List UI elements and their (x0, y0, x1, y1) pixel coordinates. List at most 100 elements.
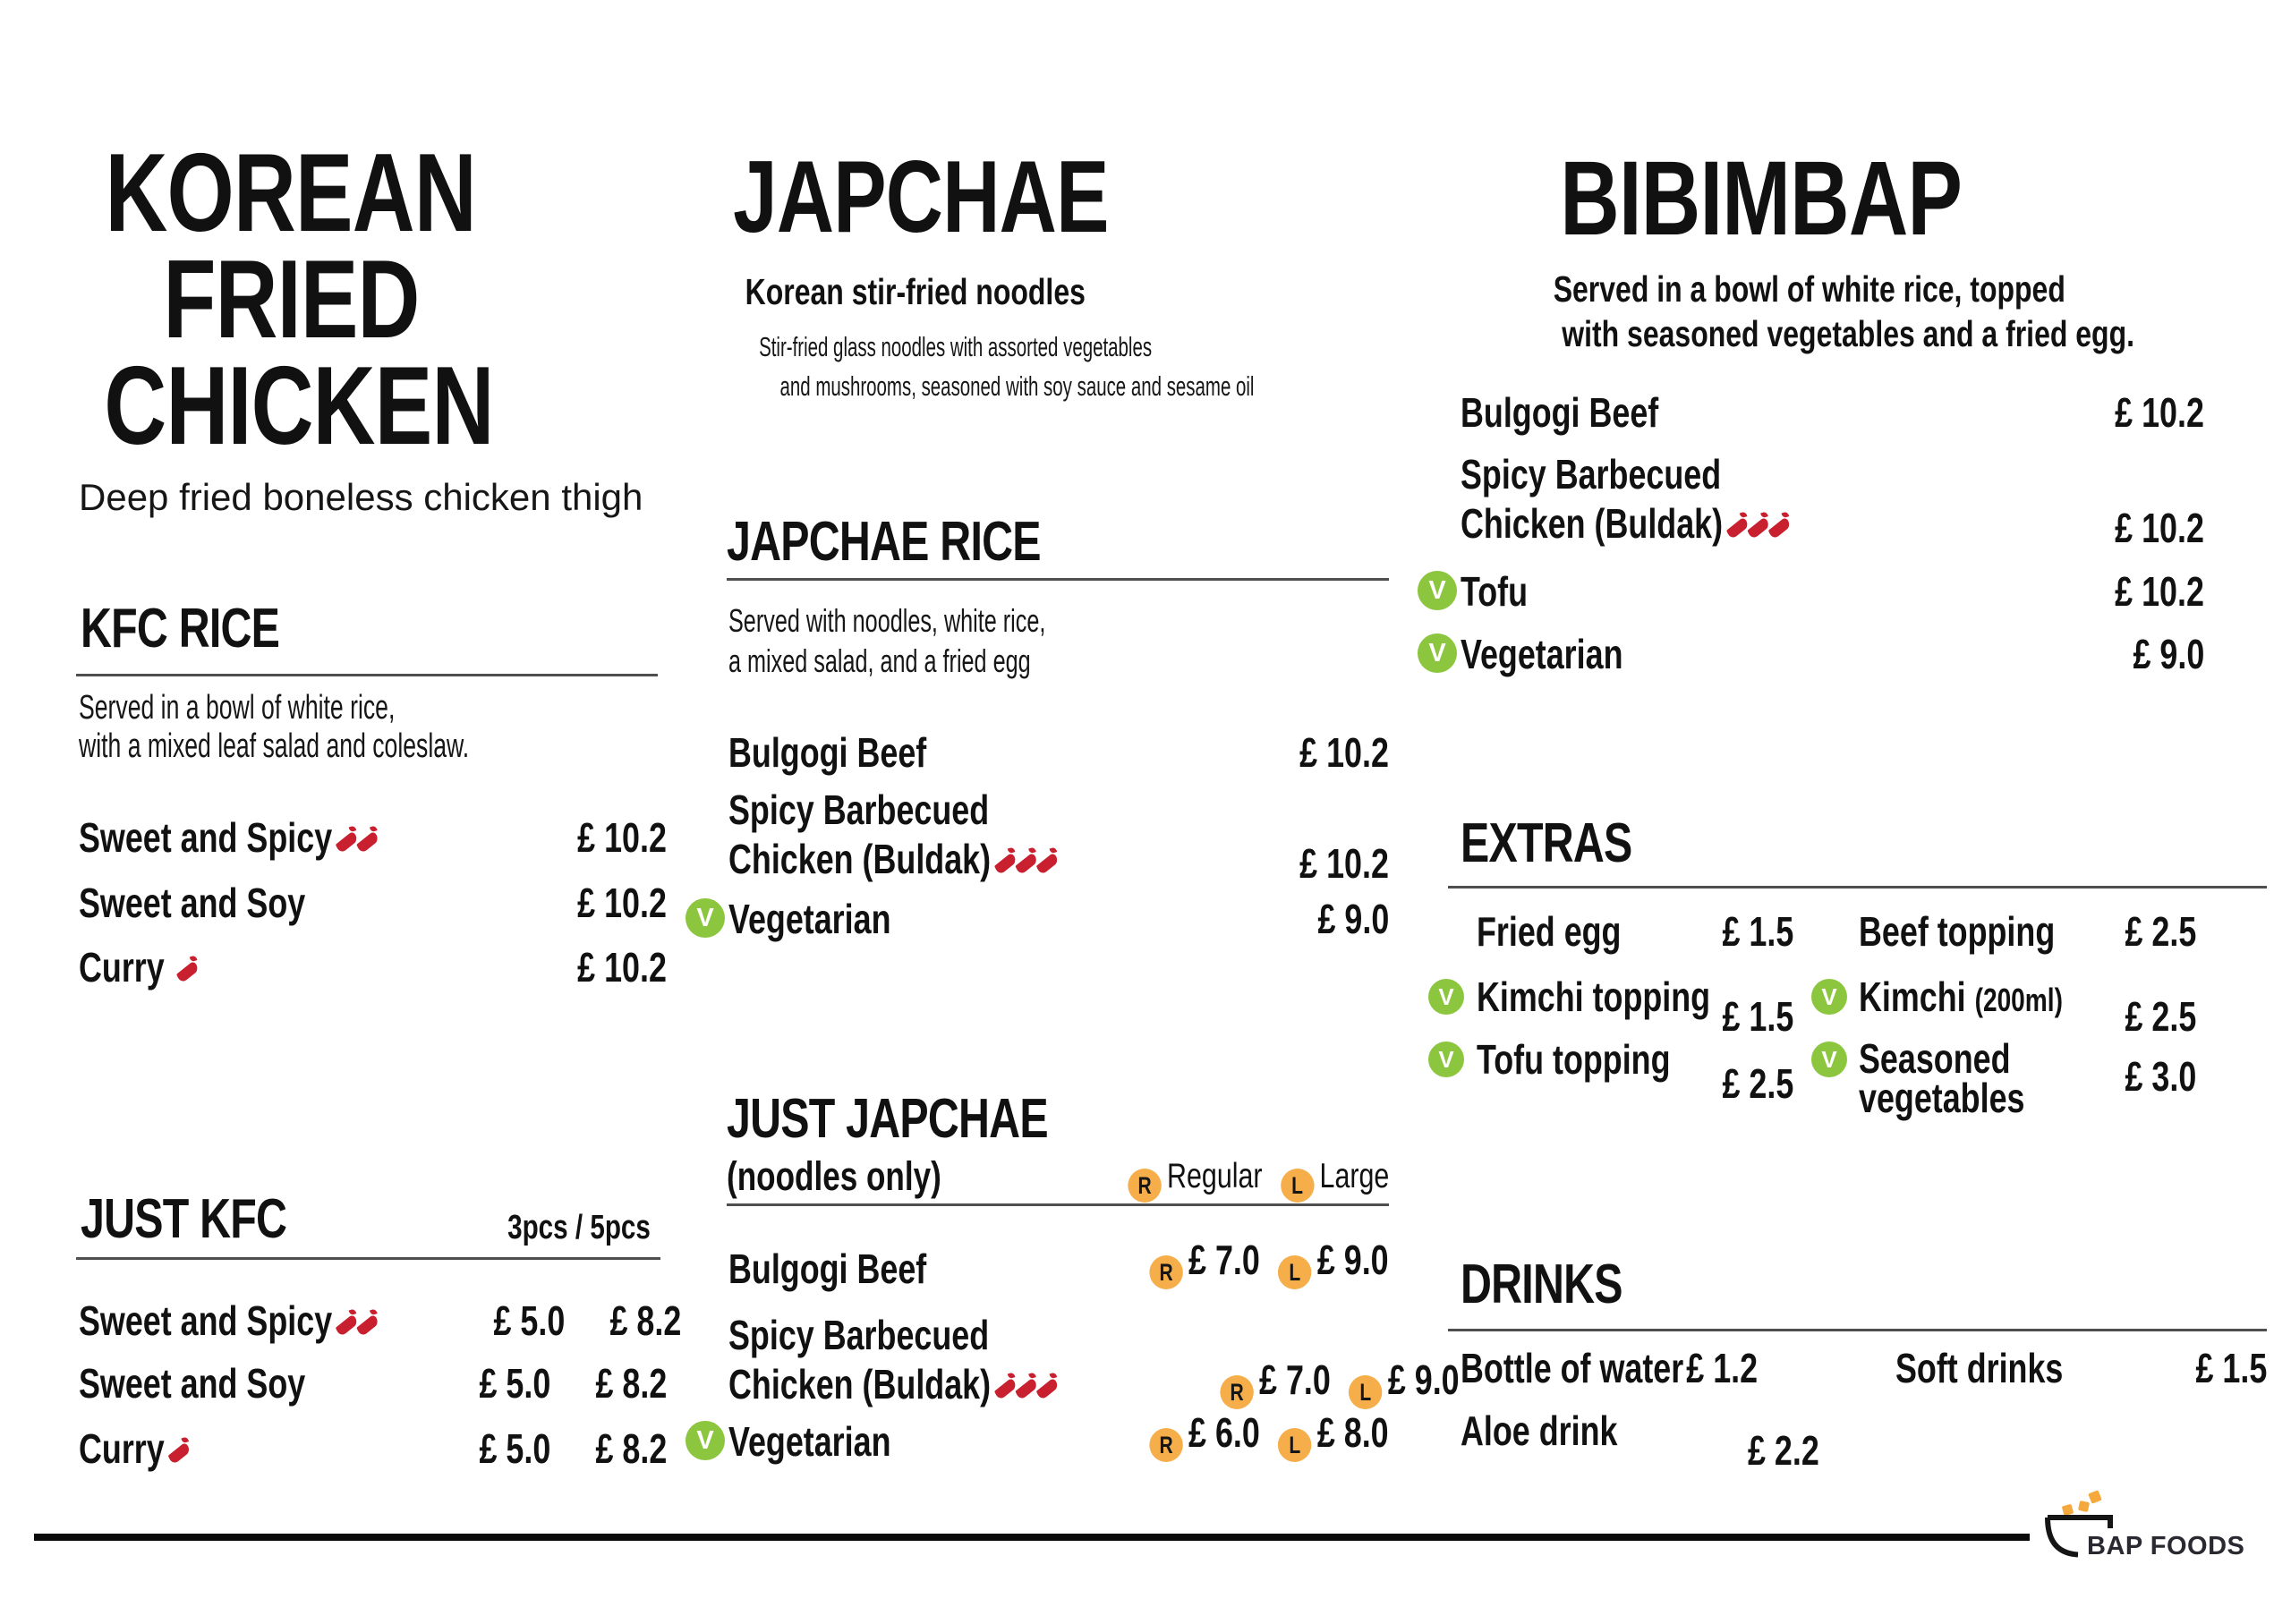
vegetarian-icon: V (686, 1421, 725, 1460)
menu-item-row: V Vegetarian R £ 6.0 L £ 8.0 (686, 1412, 1389, 1465)
just-japchae-items: Bulgogi Beef R £ 7.0 L £ 9.0 Spicy Barbecue… (686, 1239, 1459, 1481)
item-name: Vegetarian (728, 896, 891, 942)
section-rule (76, 674, 658, 676)
item-name: Bulgogi Beef (728, 729, 927, 776)
regular-size-icon: R (1149, 1428, 1184, 1462)
extra-item-name: Tofu topping (1477, 1036, 1671, 1083)
item-price-5pcs: £ 8.2 (609, 1297, 682, 1344)
section-heading-extras: EXTRAS (1461, 812, 1632, 874)
item-price-regular: £ 6.0 (1188, 1409, 1261, 1456)
footer-rule (34, 1534, 2030, 1541)
vegetarian-icon: V (1811, 1042, 1847, 1077)
menu-item-row: Bulgogi Beef £ 10.2 (728, 732, 1389, 773)
item-name: Vegetarian (1461, 631, 1623, 677)
item-price: £ 10.2 (1299, 729, 1389, 776)
item-price: £ 9.0 (2133, 631, 2204, 677)
drink-name: Soft drinks (1895, 1345, 2064, 1391)
extra-item-price: £ 1.5 (1722, 908, 1793, 955)
section-heading-japchae-rice: JAPCHAE RICE (727, 511, 1041, 573)
bap-foods-bowl-icon (2045, 1490, 2113, 1558)
menu-item-row: V Tofu £ 10.2 (1418, 568, 2204, 615)
item-name: Spicy Barbecued (728, 1312, 990, 1358)
extra-item-name: Seasoned vegetables (1859, 1035, 2025, 1121)
menu-item-row: Bulgogi Beef R £ 7.0 L £ 9.0 (728, 1239, 1389, 1292)
section-heading-just-japchae: JUST JAPCHAE (727, 1088, 1049, 1150)
menu-item-row: V Vegetarian £ 9.0 (686, 896, 1389, 942)
item-name: Sweet and Soy (79, 880, 306, 926)
extra-item-name: Kimchi topping (1477, 974, 1711, 1020)
regular-size-icon: R (1220, 1375, 1254, 1409)
item-name: Curry (79, 944, 165, 991)
section-rule (76, 1257, 660, 1260)
item-name: Tofu (1461, 568, 1529, 615)
japchae-description: Stir-fried glass noodles with assorted v… (759, 331, 1255, 402)
extra-item-price: £ 2.5 (2125, 993, 2196, 1040)
item-price-large: £ 9.0 (1317, 1237, 1389, 1283)
vegetarian-icon: V (1428, 1042, 1464, 1077)
kfc-title-line: KOREAN (105, 132, 477, 255)
section-rule (727, 1203, 1389, 1206)
item-price-regular: £ 7.0 (1258, 1356, 1331, 1403)
drink-name: Bottle of water (1461, 1345, 1684, 1391)
item-name: Vegetarian (728, 1418, 891, 1465)
chili-icon (1767, 516, 1791, 540)
menu-item-row: Sweet and Soy £ 10.2 (79, 882, 667, 923)
regular-size-icon: R (1128, 1169, 1162, 1203)
vegetarian-icon: V (1428, 979, 1464, 1015)
item-name: Chicken (Buldak) (728, 836, 992, 882)
section-heading-kfc-rice: KFC RICE (81, 598, 280, 659)
drink-price: £ 1.2 (1686, 1345, 1759, 1391)
large-size-icon: L (1278, 1255, 1312, 1289)
drink-price: £ 1.5 (2195, 1345, 2267, 1391)
item-name: Bulgogi Beef (728, 1246, 927, 1292)
japchae-title: JAPCHAE (733, 140, 1109, 254)
size-legend: R Regular L Large (728, 1156, 1389, 1203)
chili-icon (1725, 516, 1750, 540)
menu-item-row: Spicy Barbecued Chicken (Buldak) R £ 7.0 L… (728, 1309, 1459, 1409)
item-price-large: £ 9.0 (1387, 1356, 1460, 1403)
vegetarian-icon: V (1418, 633, 1457, 673)
kfc-rice-description: Served in a bowl of white rice, with a m… (79, 689, 470, 765)
item-name: Chicken (Buldak) (1461, 500, 1724, 547)
japchae-rice-description: Served with noodles, white rice, a mixed… (728, 602, 1046, 679)
extra-item-name: Kimchi (200ml) (1859, 974, 2063, 1020)
just-kfc-items: Sweet and Spicy £ 5.0 £ 8.2 Sweet and Soy… (79, 1297, 681, 1488)
bibimbap-subtitle: Served in a bowl of white rice, topped w… (1553, 268, 2135, 354)
japchae-rice-items: Bulgogi Beef £ 10.2 Spicy Barbecued Chic… (686, 732, 1389, 956)
item-name: Bulgogi Beef (1461, 389, 1659, 436)
item-name: Spicy Barbecued (1461, 451, 1722, 497)
item-price: £ 10.2 (1299, 840, 1389, 887)
chili-icon (1747, 516, 1770, 540)
section-heading-drinks: DRINKS (1461, 1254, 1622, 1315)
extra-item-price: £ 2.5 (2125, 908, 2196, 955)
item-price-5pcs: £ 8.2 (595, 1425, 667, 1472)
menu-item-row: Spicy Barbecued Chicken (Buldak) £ 10.2 (728, 784, 1389, 884)
vegetarian-icon: V (1418, 571, 1457, 610)
large-size-label: Large (1319, 1157, 1389, 1195)
item-name: Sweet and Soy (79, 1360, 306, 1407)
extra-item-name: Beef topping (1859, 908, 2056, 955)
item-price-regular: £ 7.0 (1188, 1237, 1261, 1283)
item-price: £ 10.2 (577, 880, 667, 926)
section-rule (1448, 1329, 2267, 1331)
item-price: £ 10.2 (2115, 568, 2204, 615)
item-name: Curry (79, 1425, 165, 1472)
section-rule (727, 578, 1389, 581)
menu-item-row: Curry £ 10.2 (79, 947, 667, 988)
menu-item-row: Sweet and Spicy £ 5.0 £ 8.2 (79, 1297, 681, 1344)
item-name: Sweet and Spicy (79, 1297, 333, 1344)
extra-item-price: £ 1.5 (1722, 993, 1793, 1040)
item-price: £ 10.2 (577, 944, 667, 991)
extra-item-note: (200ml) (1974, 982, 2063, 1018)
item-name: Chicken (Buldak) (728, 1361, 992, 1407)
kfc-rice-items: Sweet and Spicy £ 10.2 Sweet and Soy £ 1… (79, 817, 667, 996)
just-kfc-sizes-note: 3pcs / 5pcs (507, 1209, 651, 1246)
vegetarian-icon: V (686, 898, 725, 938)
kfc-title-line: FRIED (162, 238, 420, 361)
kfc-title-line: CHICKEN (104, 344, 494, 468)
kfc-title: KOREAN FRIED CHICKEN (49, 132, 532, 468)
menu-item-row: Sweet and Soy £ 5.0 £ 8.2 (79, 1363, 667, 1404)
item-price: £ 10.2 (2115, 389, 2204, 436)
menu-item-row: Sweet and Spicy £ 10.2 (79, 817, 667, 858)
